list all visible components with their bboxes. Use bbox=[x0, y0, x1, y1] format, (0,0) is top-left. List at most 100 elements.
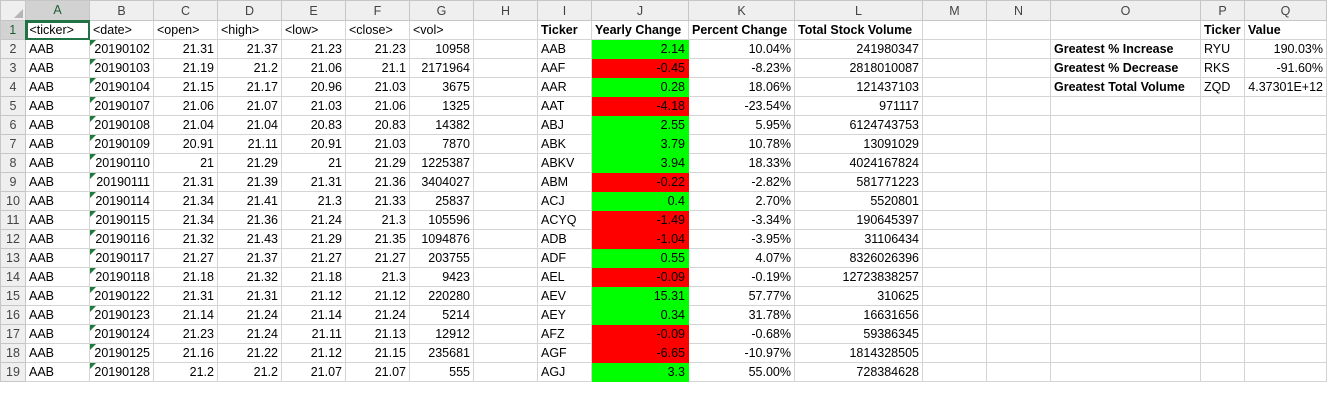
raw-data-cell[interactable]: 21.29 bbox=[281, 229, 346, 249]
yearly-change-cell[interactable]: 3.3 bbox=[591, 362, 689, 382]
raw-data-cell[interactable]: 3404027 bbox=[409, 172, 474, 192]
raw-data-cell[interactable]: 21.12 bbox=[281, 343, 346, 363]
raw-data-cell[interactable]: 21.12 bbox=[281, 286, 346, 306]
raw-data-cell[interactable]: AAB bbox=[25, 229, 90, 249]
row-header[interactable]: 6 bbox=[0, 115, 26, 135]
raw-data-cell[interactable]: 21.43 bbox=[217, 229, 282, 249]
yearly-change-cell[interactable]: 0.34 bbox=[591, 305, 689, 325]
raw-data-cell[interactable]: 21.31 bbox=[217, 286, 282, 306]
summary-cell[interactable]: 59386345 bbox=[794, 324, 923, 344]
cell-empty[interactable] bbox=[1244, 210, 1327, 230]
raw-data-cell[interactable]: 203755 bbox=[409, 248, 474, 268]
yearly-change-cell[interactable]: -1.04 bbox=[591, 229, 689, 249]
cell-empty[interactable] bbox=[1244, 267, 1327, 287]
greatest-value-cell[interactable]: 190.03% bbox=[1244, 39, 1327, 59]
summary-cell[interactable]: 8326026396 bbox=[794, 248, 923, 268]
raw-data-cell[interactable]: AAB bbox=[25, 58, 90, 78]
summary-cell[interactable]: 31.78% bbox=[688, 305, 795, 325]
cell-empty[interactable] bbox=[473, 362, 538, 382]
row-header[interactable]: 10 bbox=[0, 191, 26, 211]
raw-data-cell[interactable]: 10958 bbox=[409, 39, 474, 59]
raw-data-cell[interactable]: 20190111 bbox=[89, 172, 154, 192]
summary-cell[interactable]: 10.04% bbox=[688, 39, 795, 59]
cell-empty[interactable] bbox=[986, 115, 1051, 135]
greatest-label-cell[interactable]: Greatest % Increase bbox=[1050, 39, 1201, 59]
raw-data-cell[interactable]: 20.91 bbox=[153, 134, 218, 154]
raw-data-cell[interactable]: 20190107 bbox=[89, 96, 154, 116]
yearly-change-cell[interactable]: -4.18 bbox=[591, 96, 689, 116]
yearly-change-cell[interactable]: 2.55 bbox=[591, 115, 689, 135]
summary-cell[interactable]: 2818010087 bbox=[794, 58, 923, 78]
cell-empty[interactable] bbox=[1050, 172, 1201, 192]
summary-cell[interactable]: ACYQ bbox=[537, 210, 592, 230]
cell-empty[interactable] bbox=[922, 172, 987, 192]
raw-data-cell[interactable]: 220280 bbox=[409, 286, 474, 306]
cell-empty[interactable] bbox=[922, 343, 987, 363]
raw-data-cell[interactable]: 20190117 bbox=[89, 248, 154, 268]
summary-header-cell[interactable]: Ticker bbox=[537, 20, 592, 40]
raw-data-cell[interactable]: 21.23 bbox=[345, 39, 410, 59]
cell-empty[interactable] bbox=[922, 191, 987, 211]
raw-data-cell[interactable]: 21.23 bbox=[281, 39, 346, 59]
cell-empty[interactable] bbox=[922, 248, 987, 268]
row-header[interactable]: 16 bbox=[0, 305, 26, 325]
raw-data-cell[interactable]: AAB bbox=[25, 39, 90, 59]
summary-cell[interactable]: AEV bbox=[537, 286, 592, 306]
raw-data-cell[interactable]: 21.35 bbox=[345, 229, 410, 249]
cell-empty[interactable] bbox=[1200, 153, 1245, 173]
cell-empty[interactable] bbox=[986, 96, 1051, 116]
raw-data-cell[interactable]: AAB bbox=[25, 362, 90, 382]
raw-data-cell[interactable]: 21.18 bbox=[153, 267, 218, 287]
summary-cell[interactable]: 310625 bbox=[794, 286, 923, 306]
summary-cell[interactable]: AAT bbox=[537, 96, 592, 116]
summary-cell[interactable]: ABJ bbox=[537, 115, 592, 135]
raw-data-cell[interactable]: 5214 bbox=[409, 305, 474, 325]
raw-data-cell[interactable]: 20190104 bbox=[89, 77, 154, 97]
raw-data-cell[interactable]: 21.27 bbox=[281, 248, 346, 268]
greatest-value-cell[interactable]: -91.60% bbox=[1244, 58, 1327, 78]
cell-empty[interactable] bbox=[1050, 362, 1201, 382]
row-header[interactable]: 14 bbox=[0, 267, 26, 287]
cell-empty[interactable] bbox=[473, 134, 538, 154]
raw-data-cell[interactable]: 21.24 bbox=[217, 305, 282, 325]
column-header-k[interactable]: K bbox=[688, 0, 795, 21]
summary-cell[interactable]: ABKV bbox=[537, 153, 592, 173]
cell-empty[interactable] bbox=[473, 115, 538, 135]
raw-data-cell[interactable]: 21.17 bbox=[217, 77, 282, 97]
raw-data-cell[interactable]: 20190128 bbox=[89, 362, 154, 382]
cell-empty[interactable] bbox=[1200, 248, 1245, 268]
row-header[interactable]: 8 bbox=[0, 153, 26, 173]
raw-data-cell[interactable]: 21.18 bbox=[281, 267, 346, 287]
summary-cell[interactable]: 5520801 bbox=[794, 191, 923, 211]
cell-empty[interactable] bbox=[473, 77, 538, 97]
cell-empty[interactable] bbox=[986, 39, 1051, 59]
cell-empty[interactable] bbox=[1050, 134, 1201, 154]
cell-empty[interactable] bbox=[1200, 172, 1245, 192]
cell-empty[interactable] bbox=[473, 210, 538, 230]
cell-empty[interactable] bbox=[986, 134, 1051, 154]
cell-empty[interactable] bbox=[1244, 172, 1327, 192]
column-header-o[interactable]: O bbox=[1050, 0, 1201, 21]
row-header[interactable]: 13 bbox=[0, 248, 26, 268]
yearly-change-cell[interactable]: 0.55 bbox=[591, 248, 689, 268]
raw-header-cell[interactable]: <close> bbox=[345, 20, 410, 40]
cell-empty[interactable] bbox=[922, 210, 987, 230]
summary-cell[interactable]: -10.97% bbox=[688, 343, 795, 363]
raw-data-cell[interactable]: 21.19 bbox=[153, 58, 218, 78]
summary-cell[interactable]: 18.06% bbox=[688, 77, 795, 97]
summary-cell[interactable]: 2.70% bbox=[688, 191, 795, 211]
column-header-g[interactable]: G bbox=[409, 0, 474, 21]
raw-data-cell[interactable]: 105596 bbox=[409, 210, 474, 230]
raw-data-cell[interactable]: 21 bbox=[153, 153, 218, 173]
raw-data-cell[interactable]: 21.15 bbox=[345, 343, 410, 363]
cell-empty[interactable] bbox=[922, 58, 987, 78]
cell-empty[interactable] bbox=[1244, 248, 1327, 268]
summary-header-cell[interactable]: Yearly Change bbox=[591, 20, 689, 40]
greatest-header-cell[interactable]: Ticker bbox=[1200, 20, 1245, 40]
summary-cell[interactable]: ABK bbox=[537, 134, 592, 154]
raw-data-cell[interactable]: 21.06 bbox=[345, 96, 410, 116]
summary-cell[interactable]: AEL bbox=[537, 267, 592, 287]
row-header[interactable]: 18 bbox=[0, 343, 26, 363]
summary-cell[interactable]: -0.19% bbox=[688, 267, 795, 287]
summary-cell[interactable]: 16631656 bbox=[794, 305, 923, 325]
